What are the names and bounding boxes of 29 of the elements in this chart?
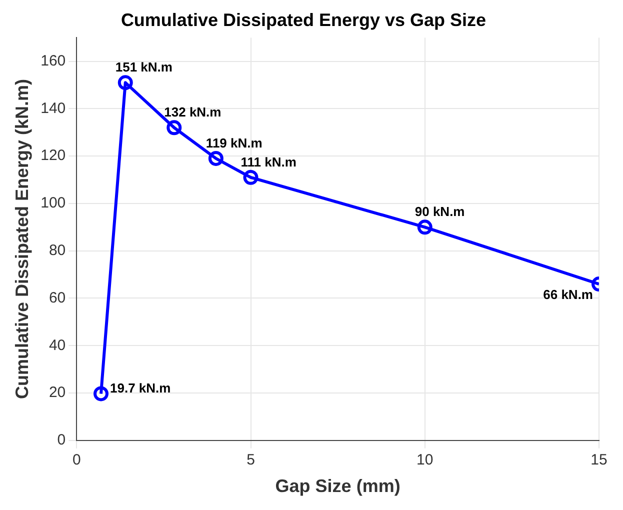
point — [243, 170, 258, 185]
y-tick-label: 80 — [48, 242, 66, 259]
y-tick-label: 0 — [57, 432, 66, 449]
y-tick-label: 120 — [40, 147, 66, 164]
x-axis-title: Gap Size (mm) — [275, 476, 400, 496]
x-tick-label: 10 — [416, 452, 434, 469]
y-tick-label: 140 — [40, 100, 66, 117]
chart-title: Cumulative Dissipated Energy vs Gap Size — [120, 10, 486, 30]
point — [118, 75, 133, 90]
x-tick-label: 5 — [246, 452, 255, 469]
y-tick-label: 20 — [48, 384, 66, 402]
data-label: 151 kN.m — [115, 60, 172, 75]
y-tick-label: 40 — [48, 336, 66, 354]
x-tick-label: 15 — [590, 452, 608, 469]
y-tick-label: 100 — [40, 194, 66, 212]
point — [94, 386, 109, 402]
data-label: 19.7 kN.m — [110, 380, 171, 396]
data-label: 119 kN.m — [206, 136, 262, 151]
y-tick-label: 160 — [40, 52, 66, 70]
data-label: 90 kN.m — [414, 204, 465, 220]
x-tick-label: 0 — [72, 452, 81, 469]
y-axis-title: Cumulative Dissipated Energy (kN.m) — [12, 78, 32, 400]
point — [166, 120, 182, 136]
y-tick-label: 60 — [48, 289, 66, 306]
point — [417, 220, 432, 235]
point — [208, 150, 224, 166]
data-label: 111 kN.m — [240, 154, 296, 170]
data-label: 66 kN.m — [543, 287, 593, 302]
data-label: 132 kN.m — [164, 104, 222, 120]
